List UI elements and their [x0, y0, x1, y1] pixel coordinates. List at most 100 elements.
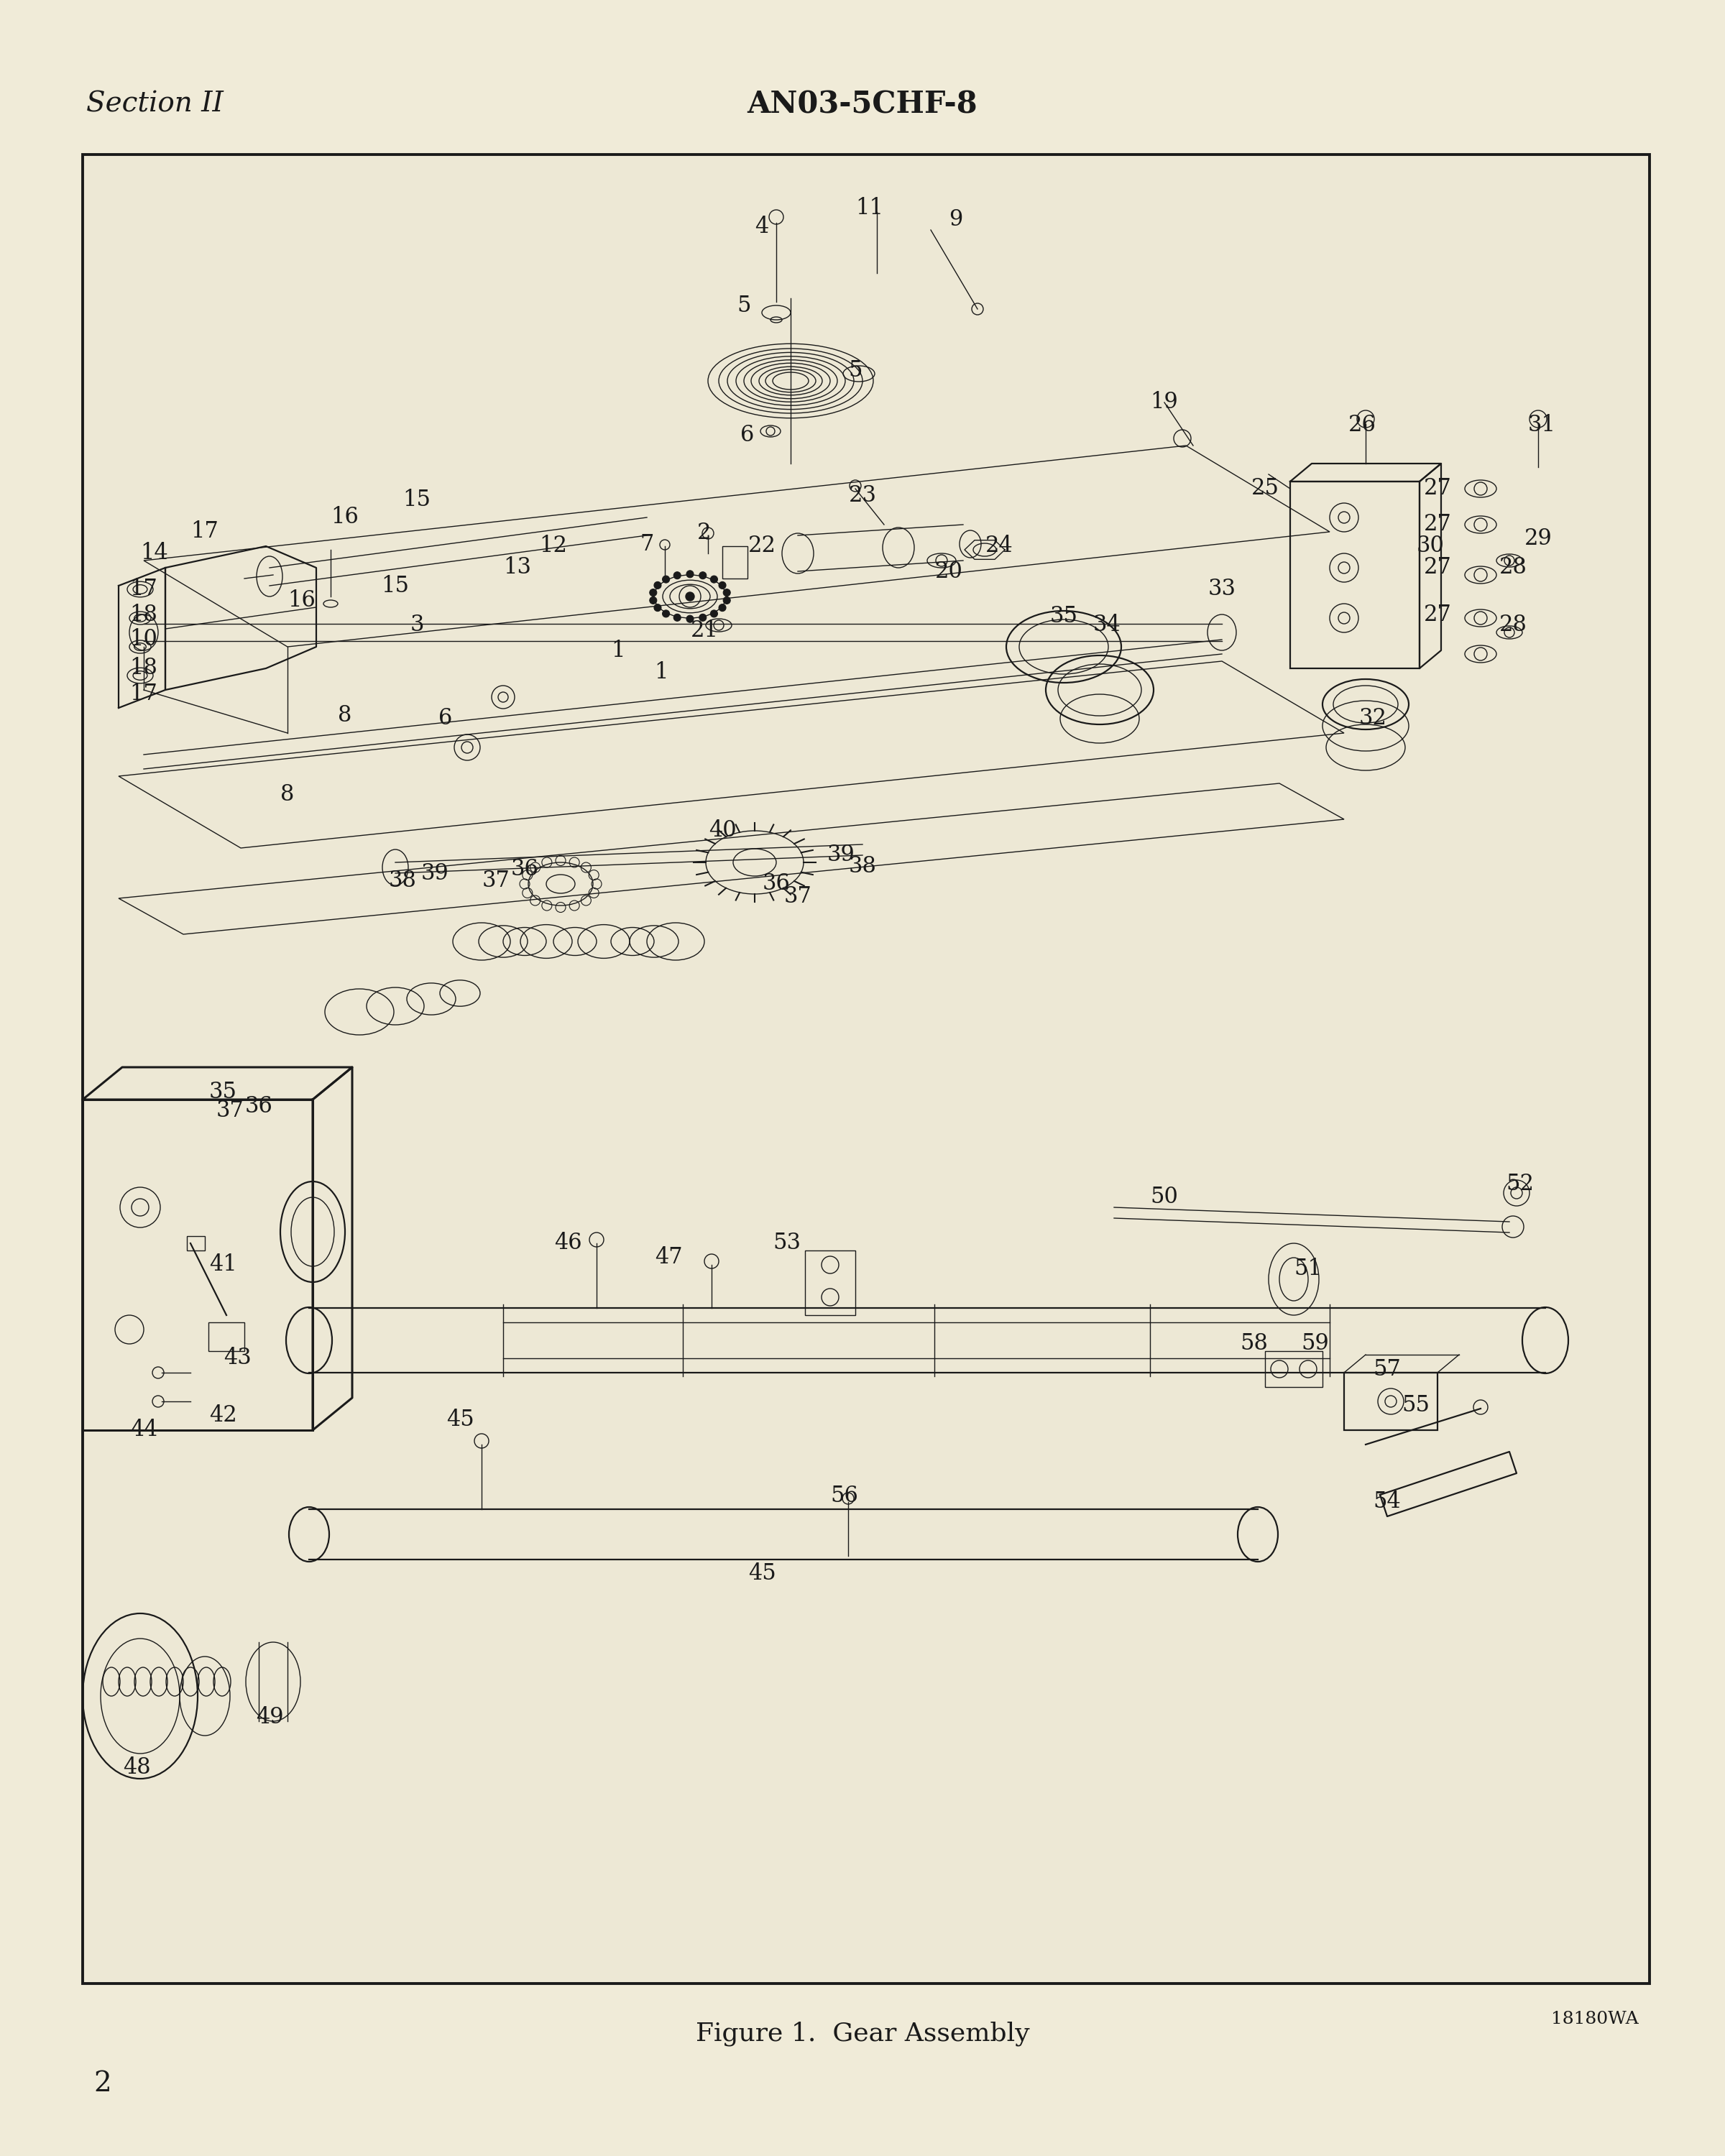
Text: 7: 7 — [640, 535, 654, 556]
Text: 14: 14 — [141, 543, 169, 565]
Text: 21: 21 — [690, 619, 718, 642]
Text: 52: 52 — [1506, 1173, 1534, 1194]
Circle shape — [699, 614, 706, 621]
Text: 25: 25 — [1251, 479, 1278, 500]
Text: 54: 54 — [1373, 1492, 1401, 1514]
Circle shape — [650, 589, 657, 597]
Text: 26: 26 — [1347, 414, 1377, 436]
Text: 18: 18 — [129, 658, 157, 679]
Text: 50: 50 — [1151, 1186, 1178, 1207]
Text: 46: 46 — [554, 1233, 581, 1255]
Text: AN03-5CHF-8: AN03-5CHF-8 — [747, 88, 978, 119]
Text: 5: 5 — [737, 295, 750, 317]
Text: 48: 48 — [122, 1757, 150, 1779]
Text: 49: 49 — [255, 1708, 283, 1729]
Text: 15: 15 — [404, 489, 431, 511]
Text: 41: 41 — [209, 1255, 236, 1276]
Text: 2: 2 — [93, 2070, 110, 2098]
Text: 34: 34 — [1094, 614, 1121, 636]
Text: 27: 27 — [1423, 513, 1451, 537]
Bar — [186, 1235, 205, 1250]
Text: 35: 35 — [1051, 606, 1078, 627]
Circle shape — [723, 597, 730, 604]
Text: 2: 2 — [697, 522, 711, 545]
Text: 38: 38 — [388, 869, 416, 893]
Circle shape — [674, 571, 681, 580]
Circle shape — [662, 576, 669, 582]
Bar — [83, 1100, 312, 1429]
Circle shape — [654, 582, 661, 589]
Text: 37: 37 — [783, 886, 812, 908]
Text: 36: 36 — [762, 873, 790, 895]
Text: 5: 5 — [849, 358, 862, 382]
Text: 36: 36 — [245, 1095, 273, 1117]
Text: 27: 27 — [1423, 604, 1451, 625]
Text: 39: 39 — [826, 845, 856, 867]
Text: 57: 57 — [1373, 1358, 1401, 1380]
Text: 27: 27 — [1423, 479, 1451, 500]
Bar — [1290, 481, 1420, 668]
Circle shape — [650, 597, 657, 604]
Text: 3: 3 — [411, 614, 424, 636]
Text: 8: 8 — [281, 783, 295, 806]
Text: 11: 11 — [856, 198, 883, 220]
Text: 20: 20 — [935, 561, 963, 582]
Bar — [806, 1250, 856, 1315]
Text: 16: 16 — [331, 507, 359, 528]
Text: 44: 44 — [129, 1419, 157, 1442]
Circle shape — [719, 582, 726, 589]
Text: 43: 43 — [223, 1348, 252, 1369]
Text: Figure 1.  Gear Assembly: Figure 1. Gear Assembly — [695, 2022, 1030, 2046]
Text: 37: 37 — [216, 1100, 243, 1121]
Text: 17: 17 — [129, 578, 157, 599]
Text: 53: 53 — [773, 1233, 800, 1255]
Circle shape — [687, 614, 693, 623]
Text: 38: 38 — [849, 856, 876, 877]
Text: 6: 6 — [740, 423, 754, 446]
Text: 18180WA: 18180WA — [1551, 2012, 1639, 2027]
Text: 1: 1 — [654, 660, 668, 683]
Text: 24: 24 — [985, 535, 1013, 558]
Text: 31: 31 — [1528, 414, 1556, 436]
Text: 35: 35 — [209, 1082, 236, 1104]
Text: 12: 12 — [540, 535, 568, 558]
Text: 9: 9 — [949, 209, 963, 231]
Bar — [1264, 1352, 1323, 1386]
Text: 42: 42 — [209, 1406, 236, 1427]
Text: 22: 22 — [749, 535, 776, 558]
Bar — [209, 1322, 245, 1352]
Text: 16: 16 — [288, 589, 316, 612]
Text: 40: 40 — [709, 819, 737, 841]
Text: 37: 37 — [481, 869, 511, 893]
Text: 17: 17 — [191, 522, 219, 543]
Text: 32: 32 — [1359, 707, 1387, 729]
Bar — [1344, 1373, 1437, 1429]
Circle shape — [699, 571, 706, 580]
Text: 17: 17 — [129, 681, 157, 705]
Text: 33: 33 — [1208, 578, 1235, 599]
Text: 8: 8 — [338, 703, 352, 727]
Circle shape — [674, 614, 681, 621]
Text: 39: 39 — [421, 862, 448, 884]
Text: 28: 28 — [1499, 614, 1527, 636]
Text: 30: 30 — [1416, 535, 1444, 558]
Text: 15: 15 — [381, 576, 409, 597]
Text: 27: 27 — [1423, 556, 1451, 580]
Circle shape — [654, 604, 661, 612]
Circle shape — [662, 610, 669, 617]
Text: 47: 47 — [654, 1246, 683, 1268]
Bar — [723, 545, 747, 578]
Text: 6: 6 — [438, 707, 452, 729]
Text: 55: 55 — [1402, 1395, 1430, 1416]
Circle shape — [711, 610, 718, 617]
Circle shape — [723, 589, 730, 597]
Circle shape — [687, 593, 693, 602]
Circle shape — [711, 576, 718, 582]
Text: 1: 1 — [611, 638, 624, 662]
Bar — [83, 155, 1649, 1984]
Text: 23: 23 — [849, 485, 876, 507]
Text: Section II: Section II — [86, 91, 224, 116]
Text: 45: 45 — [447, 1408, 474, 1432]
Text: 29: 29 — [1525, 528, 1552, 550]
Circle shape — [719, 604, 726, 612]
